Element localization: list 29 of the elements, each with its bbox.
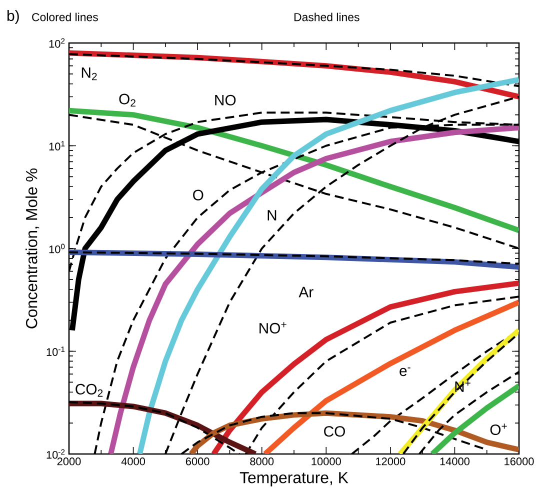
x-tick-label: 16000 <box>504 458 534 466</box>
x-tick-label: 12000 <box>376 458 406 466</box>
annotation: O <box>193 190 204 200</box>
x-tick-label: 14000 <box>440 458 470 466</box>
annotation: N <box>268 210 276 220</box>
annotation: N$_{2}$ <box>82 68 97 80</box>
x-tick-label: 10000 <box>312 458 341 466</box>
y-axis-title: Concentration, Mole % <box>26 168 40 328</box>
x-tick-label: 4000 <box>121 458 146 466</box>
y-tick-label: 10$^{-2}$ <box>46 449 65 459</box>
y-tick-label: 10$^{1}$ <box>49 141 65 150</box>
annotation: Ar <box>298 286 314 298</box>
x-axis-title: Temperature, K <box>240 472 348 486</box>
chart-title: b) <box>7 10 19 24</box>
annotation: O$_{2}$ <box>119 94 136 107</box>
y-tick-label: 10$^{0}$ <box>49 244 65 254</box>
text: Colored lines <box>32 12 98 22</box>
annotation: O$^{+}$ <box>490 424 507 436</box>
x-tick-label: 8000 <box>250 458 274 466</box>
y-tick-label: 10$^{2}$ <box>49 38 65 48</box>
annotation: CO$_{2}$ <box>76 384 103 397</box>
x-tick-label: 6000 <box>186 458 210 466</box>
y-tick-label: 10$^{-1}$ <box>46 346 65 356</box>
annotation: NO$^{+}$ <box>260 322 286 334</box>
annotation: CO <box>324 426 345 437</box>
text: Dashed lines <box>294 12 360 22</box>
annotation: e$^{-}$ <box>400 368 410 376</box>
x-tick-label: 2000 <box>57 458 81 466</box>
annotation: NO <box>215 94 236 106</box>
